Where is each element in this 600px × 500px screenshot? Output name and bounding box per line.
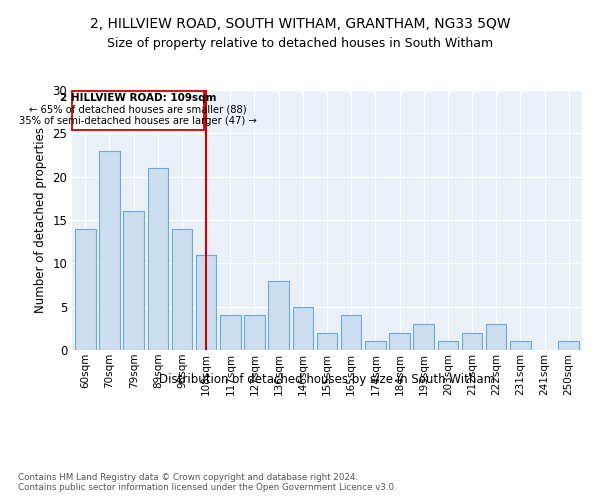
Text: 2 HILLVIEW ROAD: 109sqm: 2 HILLVIEW ROAD: 109sqm xyxy=(60,94,217,104)
Bar xyxy=(172,228,192,350)
Bar xyxy=(293,306,313,350)
Bar xyxy=(389,332,410,350)
Text: Contains public sector information licensed under the Open Government Licence v3: Contains public sector information licen… xyxy=(18,484,397,492)
Bar xyxy=(341,316,361,350)
Bar xyxy=(72,91,204,130)
Text: Contains HM Land Registry data © Crown copyright and database right 2024.: Contains HM Land Registry data © Crown c… xyxy=(18,472,358,482)
Bar xyxy=(317,332,337,350)
Bar xyxy=(99,150,120,350)
Bar xyxy=(75,228,95,350)
Bar xyxy=(124,212,144,350)
Bar xyxy=(559,342,579,350)
Bar xyxy=(196,254,217,350)
Text: Distribution of detached houses by size in South Witham: Distribution of detached houses by size … xyxy=(159,372,495,386)
Bar xyxy=(462,332,482,350)
Bar xyxy=(268,280,289,350)
Bar xyxy=(365,342,386,350)
Bar xyxy=(510,342,530,350)
Y-axis label: Number of detached properties: Number of detached properties xyxy=(34,127,47,313)
Bar xyxy=(413,324,434,350)
Text: 2, HILLVIEW ROAD, SOUTH WITHAM, GRANTHAM, NG33 5QW: 2, HILLVIEW ROAD, SOUTH WITHAM, GRANTHAM… xyxy=(89,18,511,32)
Bar xyxy=(148,168,168,350)
Bar xyxy=(220,316,241,350)
Text: ← 65% of detached houses are smaller (88): ← 65% of detached houses are smaller (88… xyxy=(29,104,247,115)
Bar xyxy=(437,342,458,350)
Bar xyxy=(486,324,506,350)
Text: 35% of semi-detached houses are larger (47) →: 35% of semi-detached houses are larger (… xyxy=(19,116,257,126)
Bar xyxy=(244,316,265,350)
Text: Size of property relative to detached houses in South Witham: Size of property relative to detached ho… xyxy=(107,38,493,51)
